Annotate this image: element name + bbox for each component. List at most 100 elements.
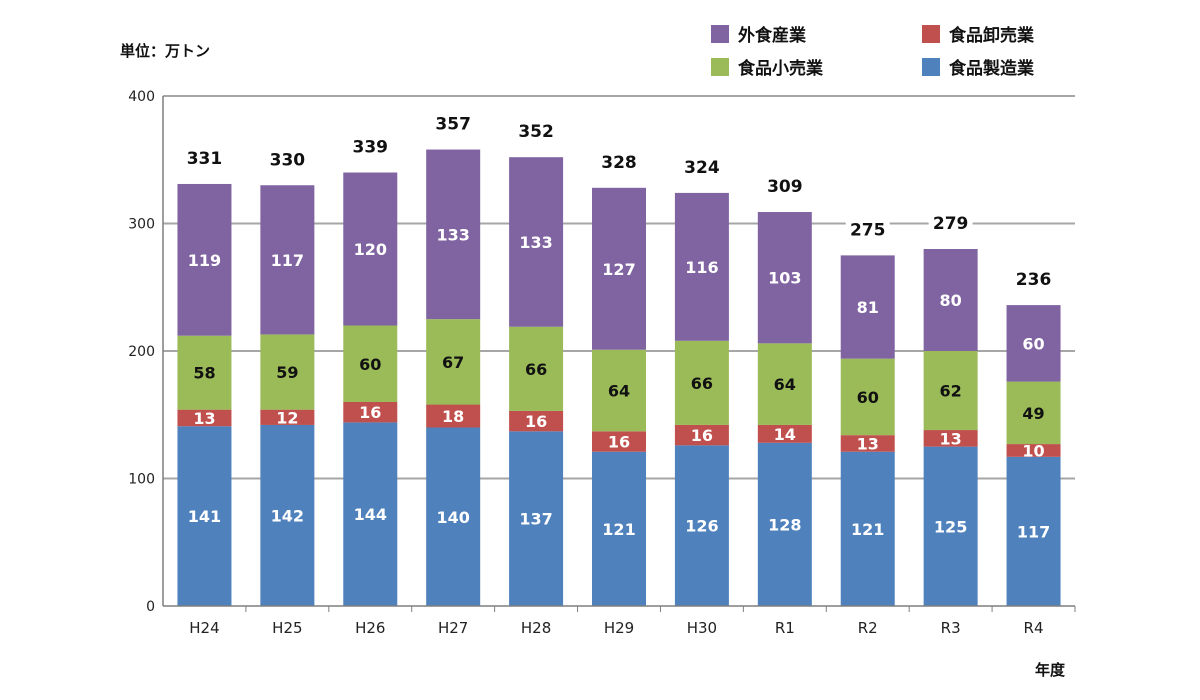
bar-segment <box>923 351 978 431</box>
x-tick-label: H24 <box>189 619 219 637</box>
segment-value-label: 81 <box>857 298 879 317</box>
legend-swatch <box>711 58 729 76</box>
legend-label: 食品製造業 <box>949 58 1034 79</box>
total-label-bg <box>431 113 476 136</box>
y-tick-label: 300 <box>128 217 155 233</box>
segment-value-label: 16 <box>359 403 381 422</box>
bar-segment <box>674 340 729 425</box>
bar-segment <box>509 157 564 327</box>
bar-segment <box>177 426 232 606</box>
segment-value-label: 49 <box>1022 404 1044 423</box>
segment-value-label: 60 <box>857 388 879 407</box>
x-tick-label: H26 <box>355 619 385 637</box>
segment-value-label: 16 <box>608 433 630 452</box>
segment-value-label: 117 <box>271 251 304 270</box>
bar-segment <box>840 358 895 436</box>
total-label: 352 <box>518 122 554 142</box>
x-tick-label: R1 <box>775 619 795 637</box>
total-label: 275 <box>850 220 886 240</box>
segment-value-label: 103 <box>768 269 801 288</box>
x-tick-label: H28 <box>521 619 551 637</box>
y-axis-title: 単位：万トン <box>120 42 210 60</box>
bar-segment <box>592 187 646 350</box>
segment-value-label: 59 <box>276 363 298 382</box>
axes: 0 100 200 300 400 H24 H25 H26 H27 H28 H29 H30 R1 R2 R3… <box>128 89 1076 637</box>
segment-value-label: 121 <box>851 520 884 539</box>
bar-segment <box>592 451 646 606</box>
total-label-bg <box>1011 269 1056 292</box>
segment-value-label: 60 <box>359 355 381 374</box>
bar-segment <box>1006 456 1061 606</box>
segment-value-label: 18 <box>442 407 464 426</box>
bar-segment <box>260 409 315 425</box>
segment-value-label: 12 <box>276 408 298 427</box>
x-tick-label: H25 <box>272 619 302 637</box>
segment-value-label: 16 <box>525 412 547 431</box>
segment-value-label: 127 <box>602 260 635 279</box>
segment-value-label: 80 <box>940 291 962 310</box>
legend-swatch <box>922 58 940 76</box>
bar-segment <box>177 183 232 336</box>
segment-value-label: 121 <box>602 520 635 539</box>
total-label-bg <box>679 156 724 179</box>
data-labels: 141 13 58 119 331 142 12 59 117 330 144 16 60 120 339 1… <box>182 113 1056 541</box>
total-label-bg <box>182 147 227 170</box>
bar-segment <box>426 427 481 606</box>
bar-segment <box>757 343 812 425</box>
segment-value-label: 13 <box>940 429 962 448</box>
bar-segment <box>343 402 398 423</box>
legend-label: 食品小売業 <box>738 58 823 79</box>
bar-segment <box>840 255 895 359</box>
segment-value-label: 13 <box>193 409 215 428</box>
x-tick-label: H30 <box>687 619 717 637</box>
bar-segment <box>426 149 481 320</box>
bar-segment <box>592 431 646 452</box>
bar-segment <box>840 451 895 606</box>
x-tick-label: H27 <box>438 619 468 637</box>
segment-value-label: 126 <box>685 517 718 536</box>
segment-value-label: 141 <box>188 507 221 526</box>
segment-value-label: 116 <box>685 258 718 277</box>
legend-swatch <box>711 25 729 43</box>
segment-value-label: 119 <box>188 251 221 270</box>
y-tick-label: 100 <box>128 472 155 488</box>
bar-segment <box>840 435 895 452</box>
bar-segment <box>923 446 978 606</box>
total-label: 331 <box>187 149 223 169</box>
legend-label: 食品卸売業 <box>949 25 1034 46</box>
bar-segment <box>923 249 978 351</box>
total-label-bg <box>928 213 973 235</box>
total-label: 279 <box>933 214 969 234</box>
x-tick-label: R4 <box>1024 619 1044 637</box>
bar-segment <box>1006 305 1061 382</box>
segment-value-label: 58 <box>193 364 215 383</box>
y-tick-label: 0 <box>146 599 155 615</box>
bar-segment <box>923 430 978 447</box>
total-label-bg <box>845 219 890 242</box>
bar-segment <box>426 404 481 428</box>
legend-label: 外食産業 <box>738 25 806 46</box>
legend-swatch <box>922 25 940 43</box>
bar-segment <box>343 172 398 326</box>
total-label-bg <box>597 151 641 174</box>
bar-segment <box>757 212 812 344</box>
segment-value-label: 117 <box>1017 522 1050 541</box>
segment-value-label: 140 <box>436 508 469 527</box>
bar-segment <box>674 192 729 341</box>
bar-segment <box>343 325 398 402</box>
bar-segment <box>260 185 315 335</box>
y-tick-label: 200 <box>128 344 155 360</box>
total-label: 357 <box>435 115 471 135</box>
segment-value-label: 67 <box>442 353 464 372</box>
total-label: 324 <box>684 158 720 178</box>
segment-value-label: 64 <box>774 375 796 394</box>
segment-value-label: 66 <box>691 374 713 393</box>
x-tick-label: H29 <box>604 619 634 637</box>
bar-segment <box>260 424 315 606</box>
segment-value-label: 125 <box>934 517 967 536</box>
bars <box>177 149 1061 606</box>
segment-value-label: 64 <box>608 382 630 401</box>
